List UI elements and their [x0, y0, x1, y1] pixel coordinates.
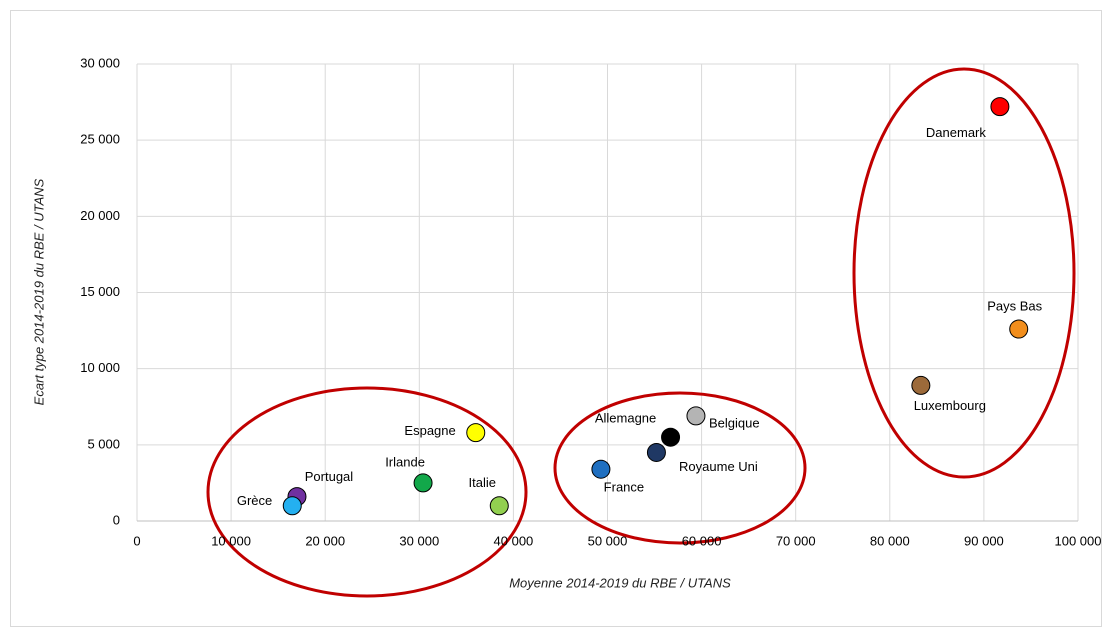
y-axis-title: Ecart type 2014-2019 du RBE / UTANS [31, 178, 46, 405]
point [990, 97, 1010, 117]
point [1009, 319, 1029, 339]
point [646, 442, 666, 462]
point [466, 423, 486, 443]
point-label: Espagne [404, 423, 455, 438]
point [282, 496, 302, 516]
x-tick-label: 20 000 [305, 533, 345, 548]
y-tick-label: 20 000 [80, 208, 120, 223]
y-tick-label: 25 000 [80, 132, 120, 147]
point-label: Luxembourg [914, 398, 986, 413]
x-tick-label: 100 000 [1055, 533, 1102, 548]
point-label: Allemagne [595, 411, 656, 426]
y-tick-label: 15 000 [80, 284, 120, 299]
x-tick-label: 50 000 [588, 533, 628, 548]
point [591, 459, 611, 479]
point [489, 496, 509, 516]
point [686, 406, 706, 426]
chart-frame [10, 10, 1102, 627]
point-label: Italie [469, 475, 496, 490]
y-tick-label: 5 000 [87, 436, 120, 451]
cluster-ring [206, 386, 528, 598]
x-tick-label: 0 [133, 533, 140, 548]
point [413, 473, 433, 493]
x-tick-label: 90 000 [964, 533, 1004, 548]
y-tick-label: 10 000 [80, 360, 120, 375]
point-label: Royaume Uni [679, 459, 758, 474]
x-axis-title: Moyenne 2014-2019 du RBE / UTANS [509, 575, 731, 590]
point [661, 427, 681, 447]
x-tick-label: 40 000 [494, 533, 534, 548]
x-tick-label: 80 000 [870, 533, 910, 548]
point-label: Belgique [709, 415, 760, 430]
x-tick-label: 30 000 [399, 533, 439, 548]
x-tick-label: 70 000 [776, 533, 816, 548]
point-label: Grèce [237, 493, 272, 508]
point-label: Irlande [385, 454, 425, 469]
x-tick-label: 60 000 [682, 533, 722, 548]
point-label: Danemark [926, 125, 986, 140]
point-label: France [604, 480, 644, 495]
x-tick-label: 10 000 [211, 533, 251, 548]
point-label: Pays Bas [987, 298, 1042, 313]
y-tick-label: 0 [113, 512, 120, 527]
y-tick-label: 30 000 [80, 55, 120, 70]
grid [136, 63, 1079, 522]
cluster-ring [852, 67, 1076, 479]
point-label: Portugal [305, 469, 354, 484]
cluster-ring [553, 391, 807, 545]
point [911, 375, 931, 395]
